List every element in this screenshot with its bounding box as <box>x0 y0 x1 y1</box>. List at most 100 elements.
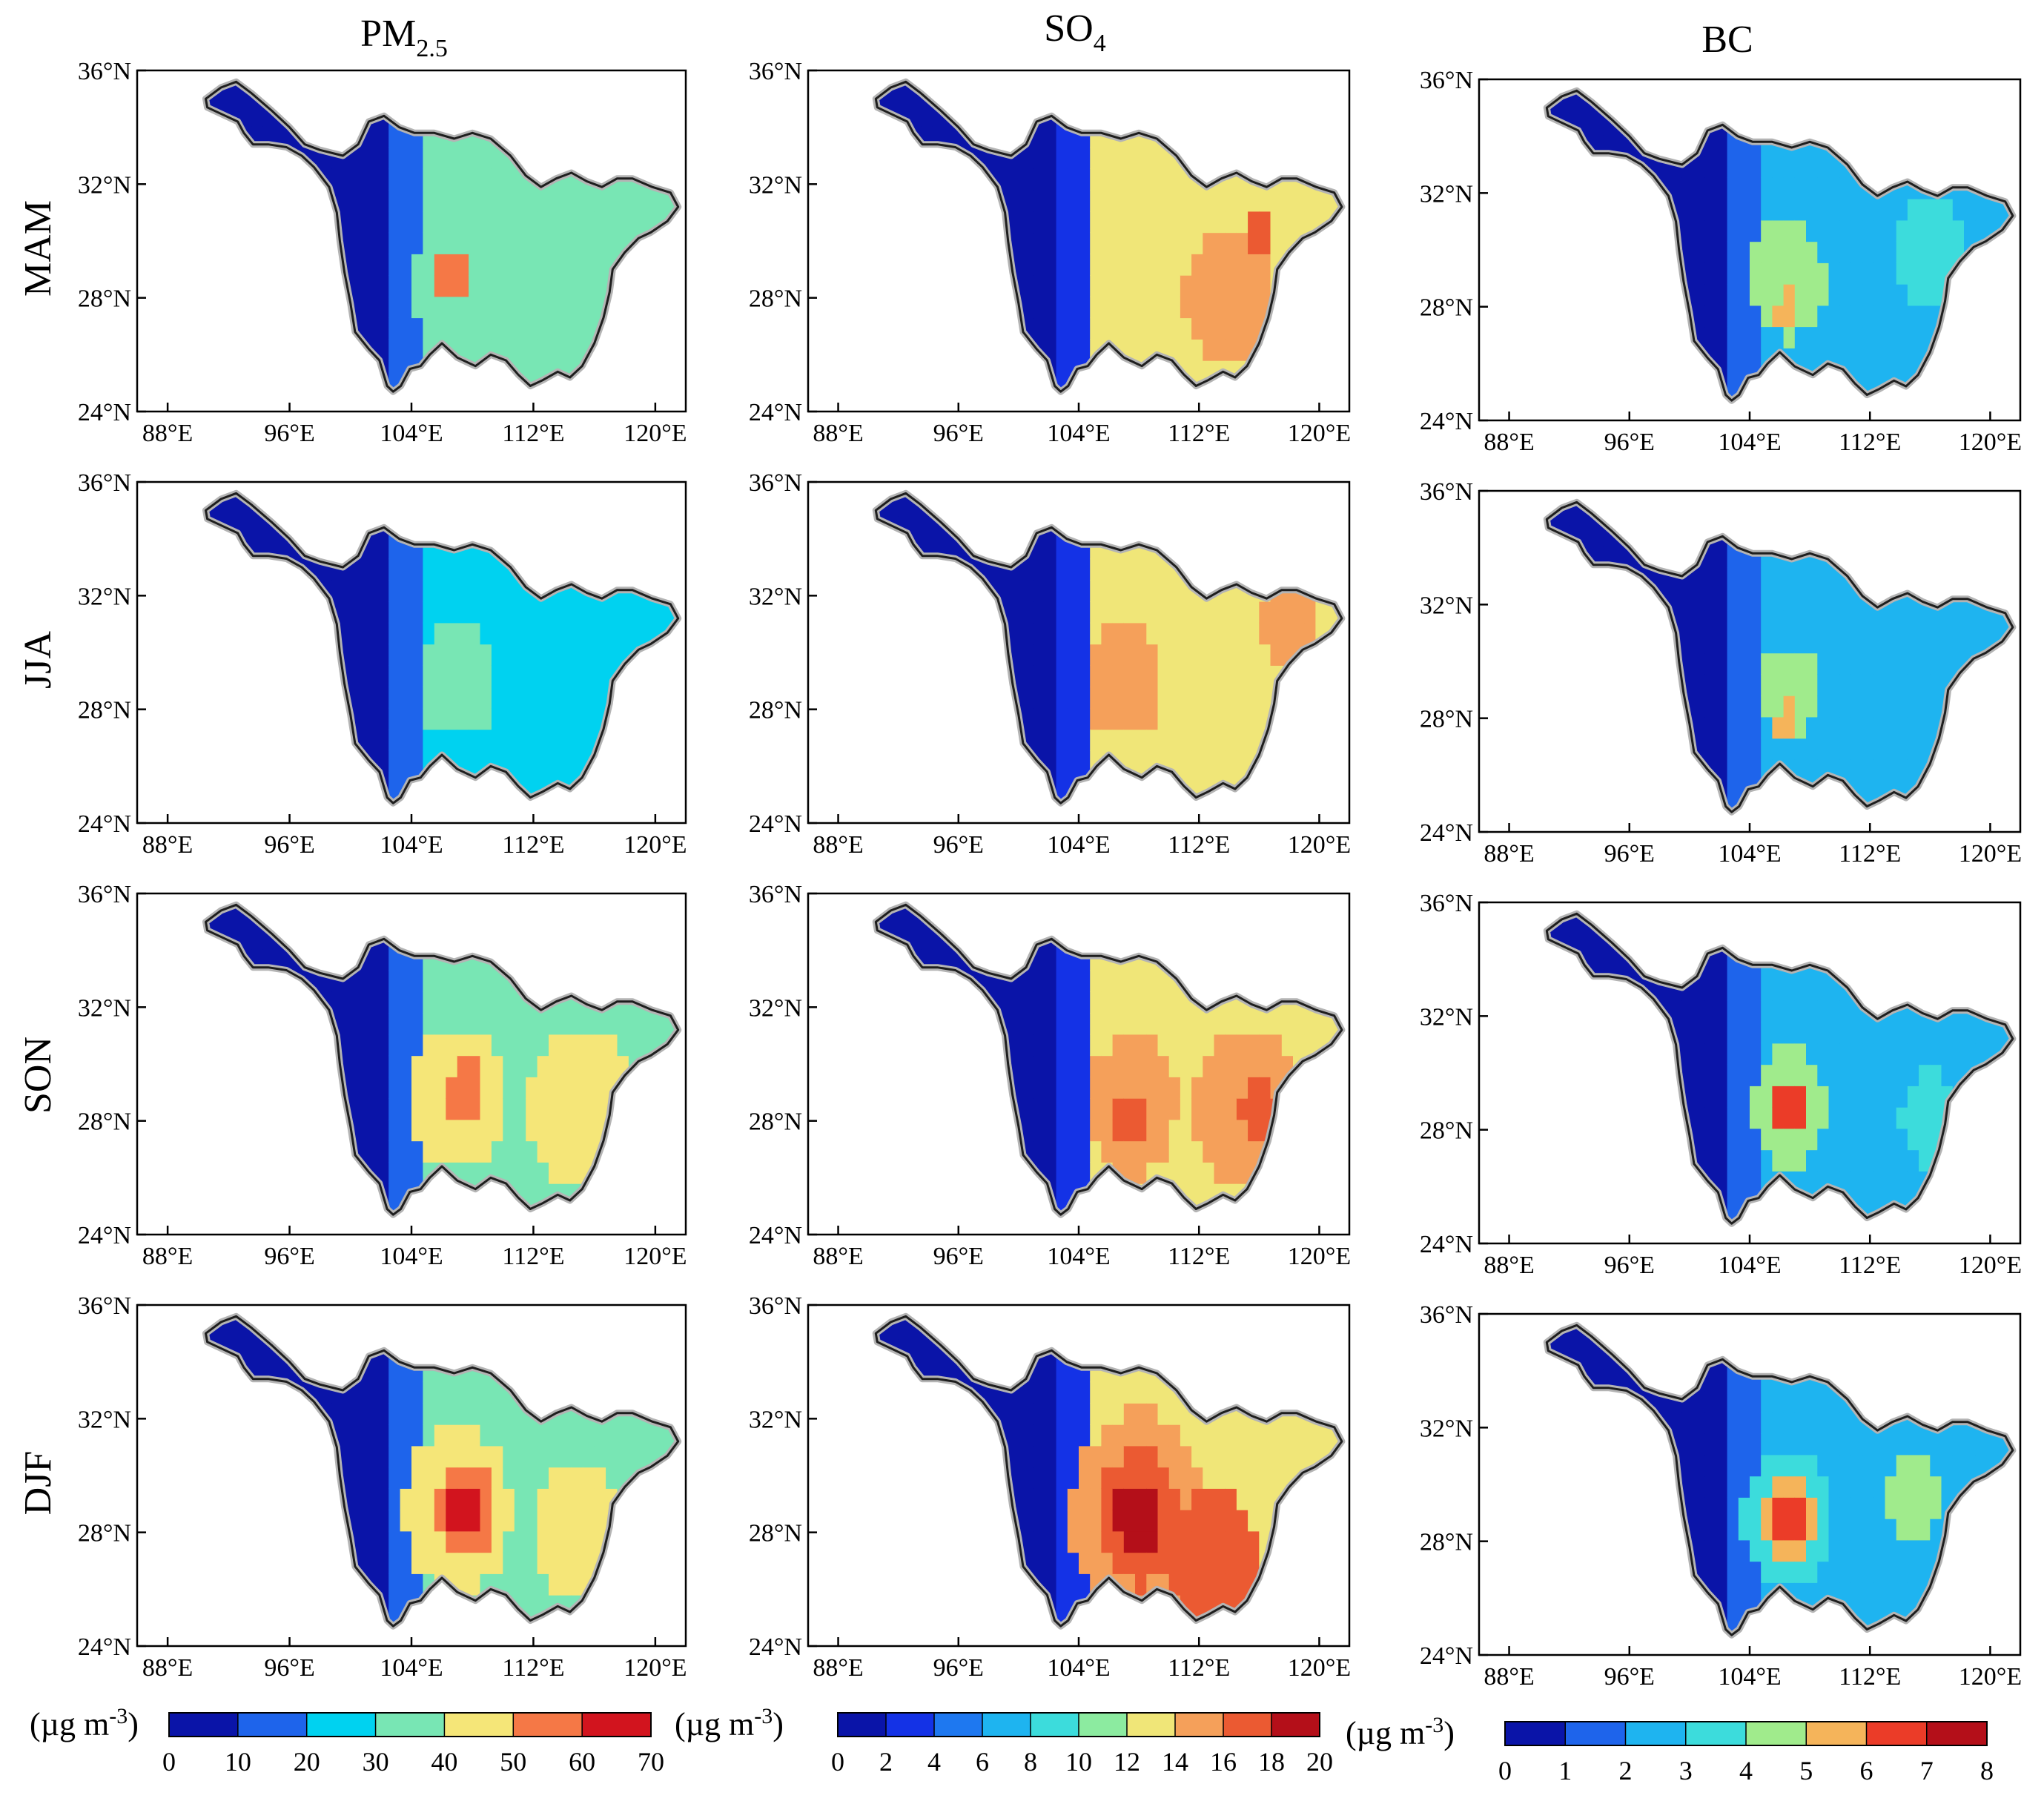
grid-cell <box>457 1034 469 1057</box>
grid-cell <box>1045 125 1057 148</box>
grid-cell <box>469 665 481 687</box>
grid-cell <box>1067 254 1079 276</box>
lat-tick-label: 36°N <box>1420 67 1473 94</box>
grid-cell <box>526 317 538 340</box>
grid-cell <box>1259 211 1271 234</box>
grid-cell <box>571 1077 583 1099</box>
grid-cell <box>1214 707 1226 730</box>
grid-cell <box>1112 687 1125 709</box>
grid-cell <box>1045 147 1057 169</box>
grid-cell <box>388 1013 401 1035</box>
grid-cell <box>1259 190 1271 212</box>
grid-cell <box>1850 610 1863 632</box>
grid-cell <box>1022 707 1034 730</box>
grid-cell <box>583 296 595 319</box>
grid-cell <box>354 687 366 709</box>
grid-cell <box>1761 156 1773 178</box>
grid-cell <box>1214 190 1226 212</box>
grid-cell <box>446 190 458 212</box>
grid-cell <box>446 1119 458 1142</box>
grid-cell <box>388 1119 401 1142</box>
grid-cell <box>446 1077 458 1099</box>
grid-cell <box>1079 580 1091 602</box>
grid-cell <box>1704 610 1716 632</box>
grid-cell <box>571 707 583 730</box>
grid-cell <box>491 1140 503 1163</box>
grid-cell <box>1101 687 1114 709</box>
grid-cell <box>606 644 618 666</box>
grid-cell <box>526 1013 538 1035</box>
grid-cell <box>1727 262 1739 285</box>
grid-cell <box>1112 190 1125 212</box>
grid-cell <box>446 147 458 169</box>
grid-cell <box>480 970 492 992</box>
grid-cell <box>366 254 378 276</box>
grid-cell <box>1135 601 1147 624</box>
grid-cell <box>1806 567 1818 589</box>
grid-cell <box>1817 326 1830 348</box>
grid-cell <box>1236 644 1248 666</box>
grid-cell <box>1123 296 1136 319</box>
grid-cell <box>343 190 355 212</box>
grid-cell <box>594 232 606 254</box>
grid-cell <box>1191 360 1203 383</box>
grid-cell <box>1112 580 1125 602</box>
grid-cell <box>388 580 401 602</box>
grid-cell <box>388 1034 401 1057</box>
grid-cell <box>400 970 412 992</box>
grid-cell <box>491 211 503 234</box>
grid-cell <box>1033 601 1045 624</box>
grid-cell <box>1270 190 1283 212</box>
grid-cell <box>434 729 446 751</box>
lat-tick-label: 32°N <box>1420 592 1473 619</box>
grid-cell <box>1738 674 1750 696</box>
grid-cell <box>503 1013 515 1035</box>
grid-cell <box>1907 326 1919 348</box>
grid-cell <box>434 991 446 1014</box>
grid-cell <box>1168 254 1181 276</box>
grid-cell <box>354 168 366 191</box>
grid-cell <box>583 707 595 730</box>
grid-cell <box>491 558 503 581</box>
grid-cell <box>1191 665 1203 687</box>
grid-cell <box>560 750 572 773</box>
grid-cell <box>1761 241 1773 263</box>
grid-cell <box>388 948 401 971</box>
grid-cell <box>228 906 241 928</box>
grid-cell <box>503 168 515 191</box>
grid-cell <box>1761 716 1773 739</box>
row-label-son: SON <box>17 1037 59 1114</box>
grid-cell <box>1236 211 1248 234</box>
grid-cell <box>1135 211 1147 234</box>
grid-cell <box>411 317 423 340</box>
grid-cell <box>1146 707 1159 730</box>
grid-cell <box>1079 296 1091 319</box>
grid-cell <box>1090 558 1102 581</box>
grid-cell <box>411 1162 423 1184</box>
grid-cell <box>1828 674 1841 696</box>
grid-cell <box>1919 631 1931 654</box>
grid-cell <box>514 687 526 709</box>
grid-cell <box>388 537 401 560</box>
grid-cell <box>1168 687 1181 709</box>
grid-cell <box>434 970 446 992</box>
grid-cell <box>366 558 378 581</box>
grid-cell <box>1896 652 1908 675</box>
grid-cell <box>1794 326 1807 348</box>
grid-cell <box>583 1140 595 1163</box>
grid-cell <box>354 558 366 581</box>
grid-cell <box>1146 147 1159 169</box>
grid-cell <box>549 1162 560 1184</box>
grid-cell <box>1704 652 1716 675</box>
grid-cell <box>434 1119 446 1142</box>
grid-cell <box>423 211 435 234</box>
grid-cell <box>1214 317 1226 340</box>
grid-cell <box>571 317 583 340</box>
grid-cell <box>537 1034 549 1057</box>
grid-cell <box>1259 601 1271 624</box>
grid-cell <box>549 1013 560 1035</box>
grid-cell <box>1180 296 1192 319</box>
grid-cell <box>1168 644 1181 666</box>
grid-cell <box>1203 601 1215 624</box>
grid-cell <box>400 339 412 361</box>
